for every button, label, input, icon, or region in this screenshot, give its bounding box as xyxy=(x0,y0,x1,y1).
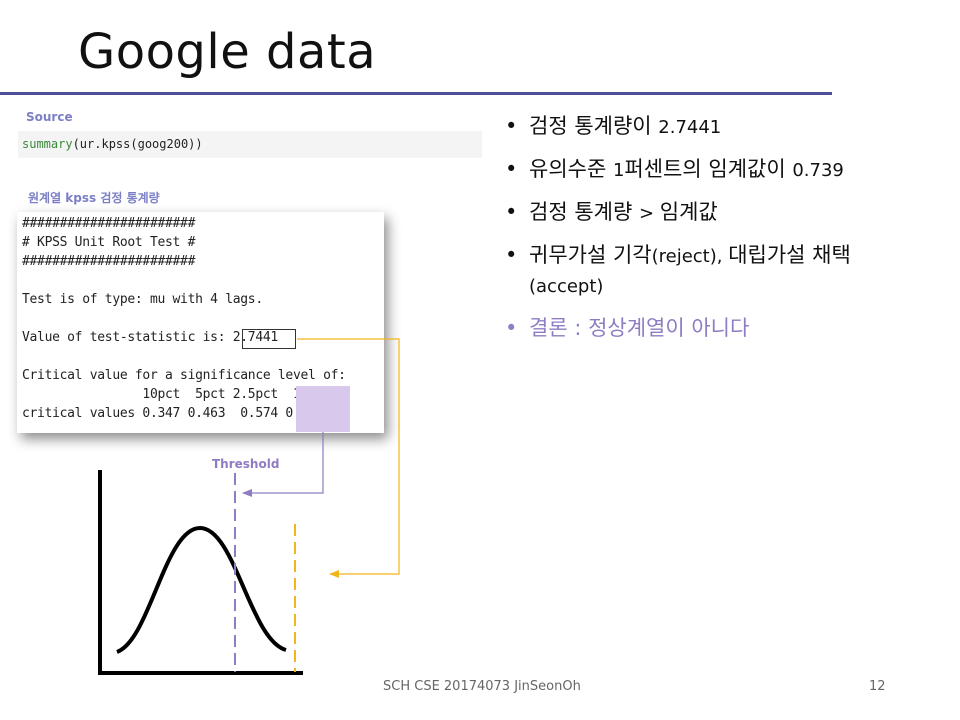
console-output-panel: ####################### # KPSS Unit Root… xyxy=(17,212,384,433)
bell-curve xyxy=(116,525,287,654)
code-function-name: summary xyxy=(22,137,73,151)
console-line: Value of test-statistic is: 2.7441 xyxy=(22,330,278,345)
console-line: ####################### xyxy=(22,216,196,231)
console-line: ####################### xyxy=(22,254,196,269)
threshold-label: Threshold xyxy=(212,457,280,471)
page-number: 12 xyxy=(869,679,886,694)
series-label: 원계열 kpss 검정 통계량 xyxy=(28,191,160,205)
title-underline xyxy=(0,92,832,95)
critical-value-highlight xyxy=(296,386,350,432)
bullet-item: • 검정 통계량 > 임계값 xyxy=(505,200,718,224)
slide-footer: SCH CSE 20174073 JinSeonOh xyxy=(383,679,581,694)
source-label: Source xyxy=(26,110,73,124)
bullet-item: • 귀무가설 기각(reject), 대립가설 채택 (accept) xyxy=(505,243,851,297)
console-line: # KPSS Unit Root Test # xyxy=(22,235,196,250)
statistic-connector-arrow xyxy=(297,338,400,578)
conclusion-bullet-item: • 결론 : 정상계열이 아니다 xyxy=(505,316,750,340)
test-statistic-highlight-box xyxy=(242,329,296,349)
conclusion-bullet-list: • 검정 통계량이 2.7441 • 유의수준 1퍼센트의 임계값이 0.739… xyxy=(505,112,945,355)
threshold-connector-arrow xyxy=(242,432,324,497)
code-arguments: (ur.kpss(goog200)) xyxy=(72,137,203,151)
console-line: Critical value for a significance level … xyxy=(22,368,346,383)
bullet-item: • 유의수준 1퍼센트의 임계값이 0.739 xyxy=(505,157,844,181)
console-line: Test is of type: mu with 4 lags. xyxy=(22,292,263,307)
code-snippet: summary(ur.kpss(goog200)) xyxy=(18,131,482,158)
bullet-item: • 검정 통계량이 2.7441 xyxy=(505,114,722,138)
slide-title: Google data xyxy=(78,24,377,80)
